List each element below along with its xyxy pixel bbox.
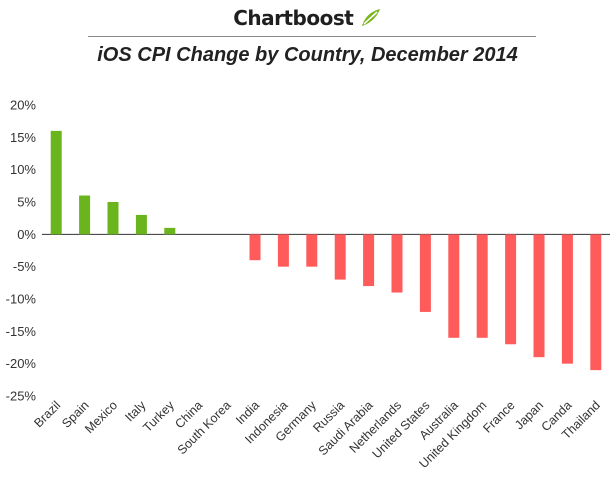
bar-germany (306, 234, 318, 267)
y-tick-label: 15% (10, 130, 36, 145)
bar-united-kingdom (476, 234, 488, 338)
brand-name: Chartboost (233, 6, 354, 30)
y-tick-label: -20% (6, 356, 37, 371)
bar-canda (561, 234, 573, 364)
y-tick-label: -5% (13, 259, 37, 274)
y-tick-label: 10% (10, 162, 36, 177)
bar-netherlands (391, 234, 403, 293)
bar-mexico (107, 202, 119, 235)
bar-australia (448, 234, 460, 338)
bar-saudi-arabia (363, 234, 375, 287)
y-tick-label: 0% (17, 227, 36, 242)
category-label: Turkey (140, 398, 177, 435)
bar-india (249, 234, 261, 261)
bar-turkey (164, 227, 176, 235)
bar-united-states (419, 234, 431, 312)
y-tick-label: -25% (6, 389, 37, 404)
y-tick-label: 20% (10, 98, 36, 113)
brand-header: Chartboost (0, 6, 615, 30)
y-tick-label: -10% (6, 292, 37, 307)
bar-thailand (590, 234, 602, 371)
bar-japan (533, 234, 545, 358)
category-label: Mexico (82, 398, 120, 436)
bar-france (505, 234, 517, 345)
bar-indonesia (277, 234, 289, 267)
y-tick-label: -15% (6, 324, 37, 339)
bar-russia (334, 234, 346, 280)
title-divider (88, 36, 536, 37)
chart-title: iOS CPI Change by Country, December 2014 (97, 44, 518, 66)
bar-brazil (50, 130, 62, 235)
y-tick-label: 5% (17, 195, 36, 210)
bar-italy (135, 214, 147, 235)
category-label: France (480, 398, 517, 435)
bar-layer (50, 130, 602, 371)
bar-spain (79, 195, 91, 235)
category-label: Brazil (31, 398, 63, 430)
chartboost-leaf-icon (361, 9, 380, 26)
